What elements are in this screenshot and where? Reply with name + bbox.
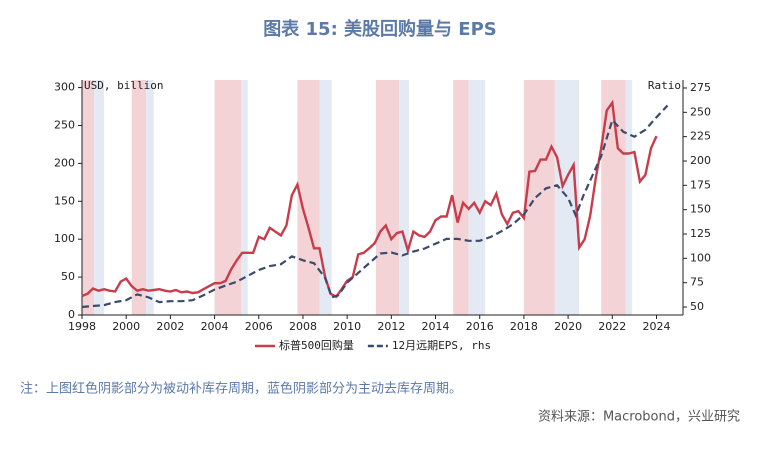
shaded-region	[319, 80, 332, 315]
shaded-region	[625, 80, 633, 315]
shaded-region	[241, 80, 248, 315]
x-tick-label: 2004	[201, 320, 229, 333]
shaded-region	[146, 80, 154, 315]
legend-label: 标普500回购量	[279, 338, 354, 352]
y2-tick-label: 250	[690, 105, 711, 118]
shaded-region	[297, 80, 320, 315]
x-tick-label: 1998	[68, 320, 96, 333]
y2-tick-label: 200	[690, 154, 711, 167]
y-tick-label: 50	[61, 270, 75, 283]
x-tick-label: 2016	[466, 320, 494, 333]
x-tick-label: 2002	[156, 320, 184, 333]
shaded-region	[468, 80, 486, 315]
shaded-region	[131, 80, 147, 315]
series-line	[81, 104, 669, 309]
x-tick-label: 2024	[642, 320, 670, 333]
x-tick-label: 2000	[112, 320, 140, 333]
x-tick-label: 2020	[554, 320, 582, 333]
y-tick-label: 250	[54, 118, 75, 131]
note: 注：上图红色阴影部分为被动补库存周期，蓝色阴影部分为主动去库存周期。	[20, 381, 462, 397]
y2-axis-label: Ratio	[648, 79, 681, 92]
y2-tick-label: 100	[690, 251, 711, 264]
chart-title: 图表 15: 美股回购量与 EPS	[263, 18, 497, 40]
shaded-region	[453, 80, 469, 315]
y2-tick-label: 50	[690, 300, 704, 313]
x-tick-label: 2008	[289, 320, 317, 333]
y2-tick-label: 175	[690, 178, 711, 191]
x-tick-label: 2022	[598, 320, 626, 333]
y2-tick-label: 150	[690, 203, 711, 216]
y-tick-label: 100	[54, 232, 75, 245]
y-tick-label: 150	[54, 194, 75, 207]
y-axis-label: USD, billion	[84, 79, 163, 92]
x-tick-label: 2010	[333, 320, 361, 333]
shaded-region	[523, 80, 555, 315]
x-tick-label: 2018	[510, 320, 538, 333]
series-line	[81, 99, 658, 299]
x-tick-label: 2012	[377, 320, 405, 333]
legend-label: 12月远期EPS, rhs	[392, 339, 491, 352]
y-tick-label: 0	[68, 308, 75, 321]
y2-tick-label: 125	[690, 227, 711, 240]
shaded-region	[94, 80, 105, 315]
shaded-region	[375, 80, 400, 315]
y2-tick-label: 275	[690, 81, 711, 94]
y2-tick-label: 225	[690, 130, 711, 143]
y2-tick-label: 75	[690, 276, 704, 289]
x-tick-label: 2006	[245, 320, 273, 333]
shaded-region	[214, 80, 242, 315]
source: 资料来源：Macrobond，兴业研究	[538, 410, 740, 425]
y-tick-label: 200	[54, 156, 75, 169]
x-tick-label: 2014	[422, 320, 450, 333]
shaded-region	[399, 80, 410, 315]
shaded-region	[82, 80, 95, 315]
y-tick-label: 300	[54, 81, 75, 94]
